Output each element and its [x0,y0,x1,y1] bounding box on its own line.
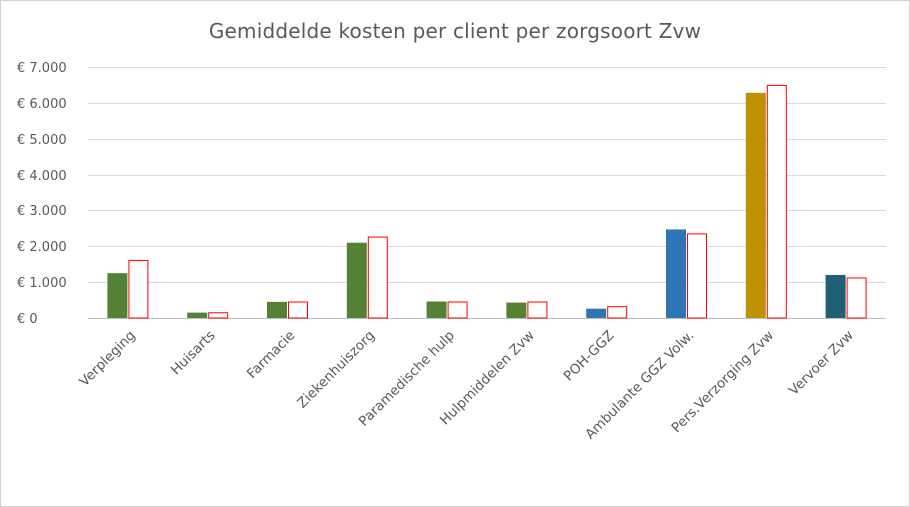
x-tick-label: POH-GGZ [561,328,618,385]
bar-series-1 [666,229,686,318]
chart-title: Gemiddelde kosten per client per zorgsoo… [208,19,702,43]
bar-series-2 [846,277,867,319]
bar-series-1 [107,273,128,318]
y-tick-label: € 1.000 [17,276,67,291]
bar-series-1 [187,312,208,318]
x-tick-label: Farmacie [244,328,298,382]
bar-series-2 [208,312,229,319]
y-tick-label: € 0 [17,312,38,327]
y-tick-label: € 3.000 [17,204,67,219]
y-tick-label: € 7.000 [17,61,67,76]
x-tick-label: Huisarts [168,328,219,379]
y-tick-label: € 4.000 [17,169,67,184]
bar-series-2 [766,84,787,319]
x-tick-label: Verpleging [76,328,138,390]
bar-series-1 [825,274,846,318]
bar-series-2 [527,301,548,319]
x-tick-label: Ziekenhuiszorg [294,328,378,412]
bar-series-2 [128,259,149,319]
bar-series-1 [745,92,766,319]
bar-series-2 [288,301,308,319]
bar-series-2 [367,236,388,319]
y-tick-label: € 6.000 [17,97,67,112]
bar-series-1 [506,302,527,318]
bar-series-1 [586,308,607,318]
bar-series-1 [267,301,287,318]
bar-series-2 [687,233,707,319]
y-tick-label: € 5.000 [17,133,67,148]
bar-series-2 [447,301,468,319]
y-tick-label: € 2.000 [17,240,67,255]
bar-series-2 [607,306,628,319]
x-tick-label: Vervoer Zvw [786,328,857,399]
bar-series-1 [346,242,367,318]
bar-series-1 [426,301,447,318]
